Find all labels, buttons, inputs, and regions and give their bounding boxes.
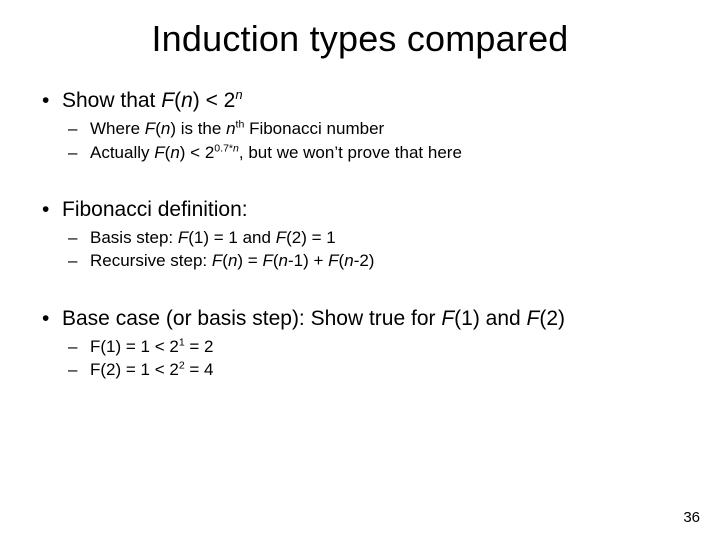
slide-title: Induction types compared — [40, 18, 680, 60]
block-gap — [40, 278, 680, 306]
bullet-list: Show that F(n) < 2n Where F(n) is the nth… — [40, 88, 680, 380]
bullet-l2: Recursive step: F(n) = F(n-1) + F(n-2) — [62, 250, 680, 271]
bullet-l2: F(2) = 1 < 22 = 4 — [62, 359, 680, 380]
bullet-l2: Basis step: F(1) = 1 and F(2) = 1 — [62, 227, 680, 248]
bullet-l2: Actually F(n) < 20.7*n, but we won’t pro… — [62, 142, 680, 163]
bullet-l1: Base case (or basis step): Show true for… — [40, 306, 680, 381]
bullet-l1-text: Show that F(n) < 2n — [62, 89, 243, 112]
bullet-l2: F(1) = 1 < 21 = 2 — [62, 336, 680, 357]
slide: Induction types compared Show that F(n) … — [0, 0, 720, 540]
bullet-sublist: Where F(n) is the nth Fibonacci number Ac… — [62, 118, 680, 163]
bullet-l1-text: Fibonacci definition: — [62, 198, 248, 221]
bullet-l1: Show that F(n) < 2n Where F(n) is the nth… — [40, 88, 680, 163]
block-gap — [40, 169, 680, 197]
bullet-l1-text: Base case (or basis step): Show true for… — [62, 307, 565, 330]
page-number: 36 — [683, 509, 700, 526]
bullet-l2: Where F(n) is the nth Fibonacci number — [62, 118, 680, 139]
bullet-l1: Fibonacci definition: Basis step: F(1) = … — [40, 197, 680, 272]
bullet-sublist: Basis step: F(1) = 1 and F(2) = 1Recursi… — [62, 227, 680, 272]
bullet-sublist: F(1) = 1 < 21 = 2F(2) = 1 < 22 = 4 — [62, 336, 680, 381]
